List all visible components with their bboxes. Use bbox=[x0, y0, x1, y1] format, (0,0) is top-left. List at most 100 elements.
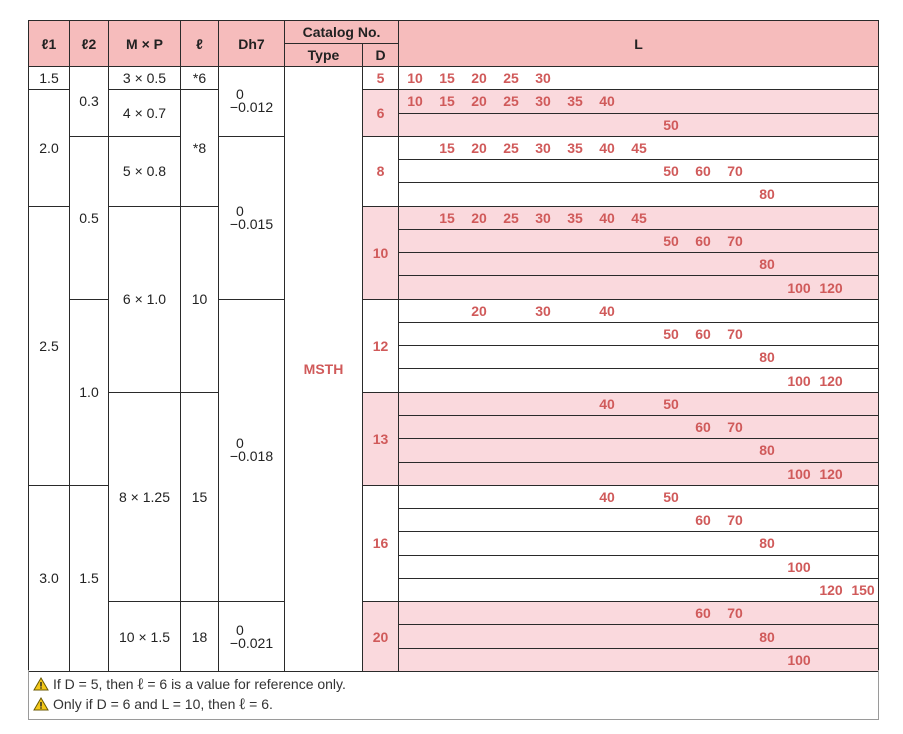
length-value: 70 bbox=[727, 326, 743, 343]
length-row: 80 bbox=[399, 532, 878, 555]
tolerance-lower: −0.018 bbox=[229, 448, 274, 465]
length-value: 30 bbox=[535, 209, 551, 226]
d-cell: 20 bbox=[363, 602, 398, 671]
length-value: 70 bbox=[727, 163, 743, 180]
length-row: 10 15 20 25 30 bbox=[399, 67, 878, 90]
length-value: 80 bbox=[759, 349, 775, 366]
length-value: 25 bbox=[503, 70, 519, 87]
length-row: 80 bbox=[399, 183, 878, 206]
length-value: 100 bbox=[787, 465, 811, 482]
length-value: 60 bbox=[695, 326, 711, 343]
length-value: 20 bbox=[471, 139, 487, 156]
length-value: 80 bbox=[759, 442, 775, 459]
length-value: 70 bbox=[727, 419, 743, 436]
warning-icon bbox=[33, 677, 49, 691]
tolerance-cell: 0 −0.018 bbox=[219, 299, 284, 602]
length-value: 30 bbox=[535, 93, 551, 110]
length-row: 50 60 70 bbox=[399, 229, 878, 253]
d-cell: 16 bbox=[363, 485, 398, 602]
note-2: Only if D = 6 and L = 10, then ℓ = 6. bbox=[33, 694, 874, 714]
length-value: 15 bbox=[439, 139, 455, 156]
length-row: 100 bbox=[399, 648, 878, 671]
notes: If D = 5, then ℓ = 6 is a value for refe… bbox=[28, 670, 879, 720]
length-value: 50 bbox=[663, 116, 679, 133]
ell-cell: 15 bbox=[181, 392, 218, 602]
length-row: 80 bbox=[399, 625, 878, 648]
length-row: 40 50 bbox=[399, 392, 878, 415]
length-value: 15 bbox=[439, 70, 455, 87]
length-value: 60 bbox=[695, 232, 711, 249]
mp-cell: 4 × 0.7 bbox=[109, 90, 180, 136]
type-cell: MSTH bbox=[285, 67, 362, 671]
note-text: If D = 5, then bbox=[53, 676, 138, 692]
tolerance-lower: −0.012 bbox=[229, 99, 274, 116]
length-value: 50 bbox=[663, 488, 679, 505]
length-value: 20 bbox=[471, 93, 487, 110]
length-value: 60 bbox=[695, 163, 711, 180]
length-row: 100 bbox=[399, 555, 878, 578]
length-value: 70 bbox=[727, 605, 743, 622]
length-value: 60 bbox=[695, 512, 711, 529]
length-value: 10 bbox=[407, 70, 423, 87]
length-value: 25 bbox=[503, 139, 519, 156]
length-row: 120 150 bbox=[399, 578, 878, 602]
length-row: 10 15 20 25 30 35 40 bbox=[399, 90, 878, 113]
ell-cell: *8 bbox=[181, 90, 218, 206]
ell-symbol: ℓ bbox=[239, 694, 246, 713]
d-cell: 12 bbox=[363, 299, 398, 392]
length-value: 30 bbox=[535, 302, 551, 319]
length-value: 80 bbox=[759, 256, 775, 273]
length-row: 40 50 bbox=[399, 485, 878, 509]
note-text: = 6 is a value for reference only. bbox=[143, 676, 346, 692]
l1-cell: 2.5 bbox=[29, 206, 69, 485]
tolerance-lower: −0.021 bbox=[229, 634, 274, 651]
length-value: 120 bbox=[819, 465, 843, 482]
ell-cell: 18 bbox=[181, 602, 218, 671]
header-dh7: Dh7 bbox=[219, 21, 284, 66]
length-value: 60 bbox=[695, 605, 711, 622]
length-value: 50 bbox=[663, 326, 679, 343]
length-value: 35 bbox=[567, 93, 583, 110]
length-value: 70 bbox=[727, 232, 743, 249]
tolerance-lower: −0.015 bbox=[229, 215, 274, 232]
length-row: 15 20 25 30 35 40 45 bbox=[399, 206, 878, 229]
l1-cell: 2.0 bbox=[29, 90, 69, 206]
ell-cell: *6 bbox=[181, 67, 218, 90]
length-row: 100 120 bbox=[399, 276, 878, 299]
header-catalog-no: Catalog No. bbox=[285, 21, 398, 43]
length-value: 45 bbox=[631, 209, 647, 226]
mp-cell: 8 × 1.25 bbox=[109, 392, 180, 602]
length-value: 35 bbox=[567, 139, 583, 156]
length-value: 50 bbox=[663, 395, 679, 412]
tolerance-cell: 0 −0.012 bbox=[219, 67, 284, 136]
length-value: 15 bbox=[439, 93, 455, 110]
d-cell: 6 bbox=[363, 90, 398, 136]
length-value: 100 bbox=[787, 372, 811, 389]
tolerance-upper: 0 bbox=[236, 621, 244, 638]
l2-cell: 0.3 bbox=[70, 67, 108, 136]
d-cell: 10 bbox=[363, 206, 398, 299]
note-text: Only if D = 6 and L = 10, then bbox=[53, 696, 240, 712]
length-row: 50 60 70 bbox=[399, 160, 878, 183]
length-value: 80 bbox=[759, 628, 775, 645]
length-value: 120 bbox=[819, 581, 843, 598]
length-value: 120 bbox=[819, 279, 843, 296]
length-value: 100 bbox=[787, 279, 811, 296]
length-value: 50 bbox=[663, 163, 679, 180]
length-value: 30 bbox=[535, 70, 551, 87]
length-value: 40 bbox=[599, 93, 615, 110]
length-value: 20 bbox=[471, 209, 487, 226]
length-value: 30 bbox=[535, 139, 551, 156]
length-value: 50 bbox=[663, 232, 679, 249]
length-row: 60 70 bbox=[399, 602, 878, 625]
ell-cell: 10 bbox=[181, 206, 218, 392]
tolerance-upper: 0 bbox=[236, 202, 244, 219]
length-row: 80 bbox=[399, 439, 878, 462]
length-value: 45 bbox=[631, 139, 647, 156]
header-l: L bbox=[399, 21, 878, 66]
length-value: 40 bbox=[599, 302, 615, 319]
length-row: 15 20 25 30 35 40 45 bbox=[399, 136, 878, 160]
length-value: 35 bbox=[567, 209, 583, 226]
l1-cell: 1.5 bbox=[29, 67, 69, 90]
